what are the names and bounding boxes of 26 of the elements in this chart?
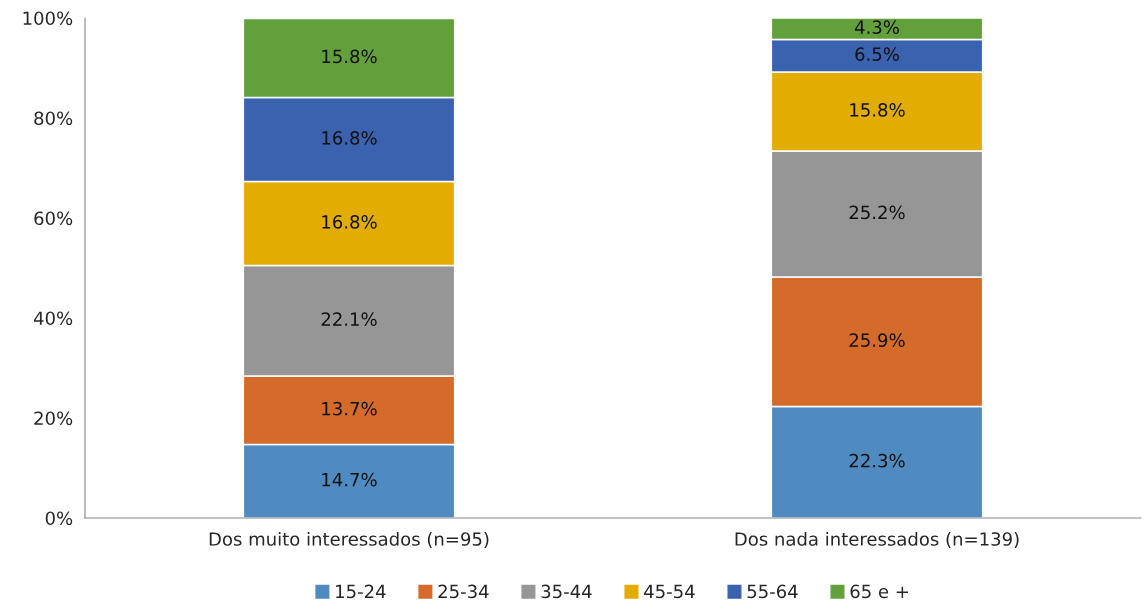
legend-label: 65 e + [850,584,909,599]
data-label: 25.2% [849,205,905,220]
legend-label: 55-64 [747,584,798,599]
data-label: 16.8% [322,215,377,229]
legend-label: 25-34 [438,584,489,599]
data-label: 16.8% [322,131,377,145]
legend-label: 35-44 [541,584,592,599]
data-label: 22.1% [321,312,377,326]
x-tick-label: Dos muito interessados (n=95) [209,531,489,548]
y-tick-label: 100% [23,11,73,26]
data-label: 15.8% [850,103,905,117]
y-tick-label: 60% [34,211,73,226]
data-label: 22.3% [849,453,905,468]
data-label: 6.5% [855,47,899,61]
y-tick-label: 40% [33,311,73,326]
data-label: 14.7% [322,472,377,487]
data-label: 4.3% [854,20,899,34]
legend-label: 15-24 [336,584,386,599]
y-tick-label: 80% [34,111,73,126]
x-tick-label: Dos nada interessados (n=139) [735,531,1019,548]
data-label: 15.8% [322,49,377,64]
legend-label: 45-54 [644,584,695,599]
data-label: 13.7% [322,401,377,416]
y-tick-label: 0% [45,511,73,526]
data-label: 25.9% [849,333,905,347]
y-tick-label: 20% [34,411,73,426]
